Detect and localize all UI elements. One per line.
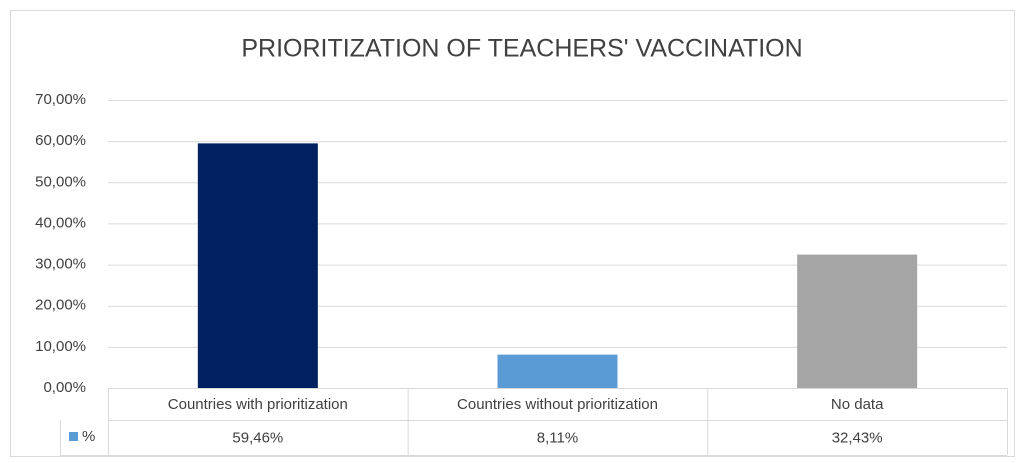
y-tick-label: 10,00% [35, 338, 86, 355]
x-tick-label: Countries without prioritization [457, 396, 658, 413]
chart-border [10, 10, 1015, 457]
data-label: 8,11% [537, 429, 578, 446]
chart-title: PRIORITIZATION OF TEACHERS' VACCINATION [241, 35, 802, 63]
data-label: 32,43% [832, 429, 883, 446]
y-tick-label: 70,00% [35, 91, 86, 108]
x-tick-label: No data [831, 396, 884, 413]
bar [497, 354, 618, 388]
bar [197, 143, 318, 388]
bar [797, 254, 918, 388]
y-tick-label: 30,00% [35, 256, 86, 273]
y-tick-label: 40,00% [35, 214, 86, 231]
y-tick-label: 60,00% [35, 132, 86, 149]
y-tick-label: 20,00% [35, 297, 86, 314]
legend-swatch [69, 432, 78, 441]
x-tick-label: Countries with prioritization [168, 396, 348, 413]
y-tick-label: 50,00% [35, 173, 86, 190]
y-tick-label: 0,00% [43, 379, 86, 396]
legend-label: % [82, 428, 95, 445]
data-label: 59,46% [232, 429, 283, 446]
